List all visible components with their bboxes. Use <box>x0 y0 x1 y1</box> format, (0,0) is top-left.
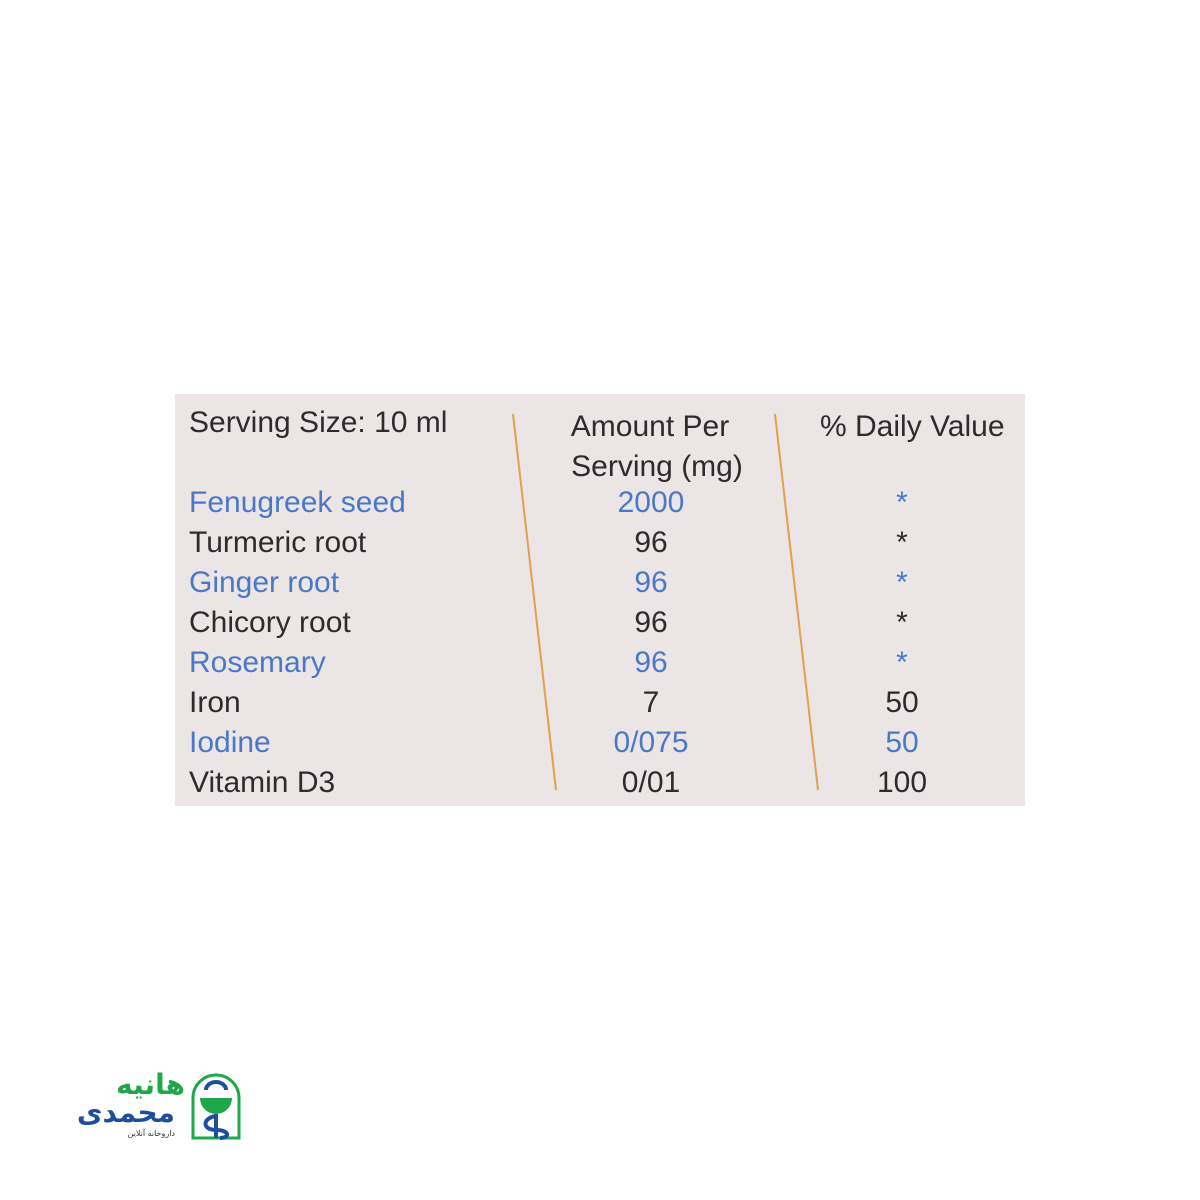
row-daily-value: * <box>896 486 908 519</box>
row-amount: 96 <box>634 566 668 599</box>
row-daily-value: 50 <box>885 686 919 719</box>
row-amount: 96 <box>634 646 668 679</box>
row-name: Ginger root <box>189 566 340 599</box>
row-amount: 7 <box>642 686 660 719</box>
row-daily-value: * <box>896 526 908 559</box>
logo-name-line2: محمدی <box>76 1096 175 1129</box>
pharmacy-logo: هانیه محمدی داروخانه آنلاین <box>55 1068 245 1142</box>
logo-name-line1: هانیه <box>116 1068 185 1101</box>
row-daily-value: * <box>896 606 908 639</box>
logo-tagline: داروخانه آنلاین <box>127 1129 176 1138</box>
row-amount: 2000 <box>617 486 685 519</box>
row-name: Rosemary <box>189 646 326 679</box>
row-name: Fenugreek seed <box>189 486 406 519</box>
amount-header-line2: Serving (mg) <box>571 450 743 483</box>
column-dividers <box>512 413 819 791</box>
row-name: Chicory root <box>189 606 351 639</box>
row-amount: 0/075 <box>613 726 689 759</box>
row-daily-value: * <box>896 646 908 679</box>
row-name: Iodine <box>189 726 271 759</box>
daily-value-header: % Daily Value <box>820 410 1005 443</box>
row-name: Iron <box>189 686 241 719</box>
row-name: Vitamin D3 <box>189 766 336 799</box>
row-daily-value: * <box>896 566 908 599</box>
divider-line-1 <box>512 413 557 791</box>
amount-header-line1: Amount Per <box>570 410 730 443</box>
divider-line-2 <box>774 413 819 791</box>
serving-size: Serving Size: 10 ml <box>189 406 448 439</box>
row-amount: 0/01 <box>621 766 681 799</box>
row-daily-value: 50 <box>885 726 919 759</box>
row-daily-value: 100 <box>876 766 928 799</box>
row-amount: 96 <box>634 526 668 559</box>
row-name: Turmeric root <box>189 526 367 559</box>
pharmacy-bowl-snake-icon <box>191 1073 241 1140</box>
supplement-facts-label: Serving Size: 10 ml Amount Per Serving (… <box>175 394 1025 806</box>
row-amount: 96 <box>634 606 668 639</box>
